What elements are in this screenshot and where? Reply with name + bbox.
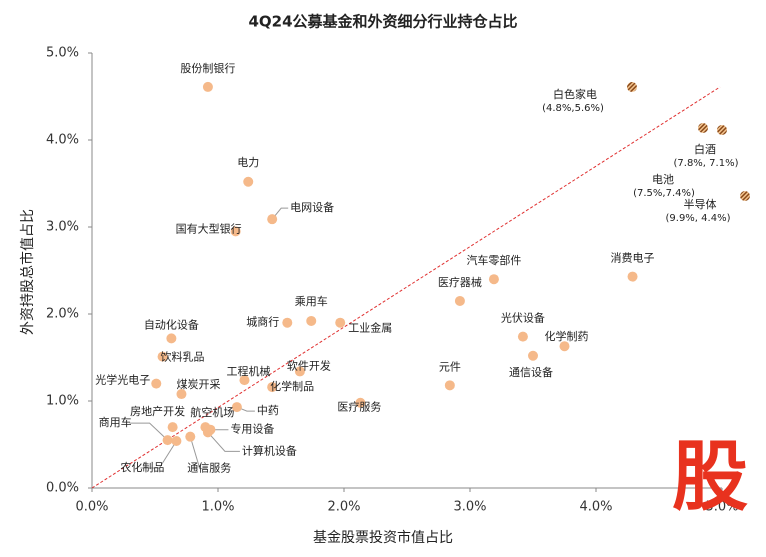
leader-line bbox=[189, 436, 208, 470]
offscale-value-label: (4.8%,5.6%) bbox=[542, 103, 604, 114]
point bbox=[517, 331, 528, 342]
x-tick-label: 2.0% bbox=[327, 500, 360, 515]
y-tick-label: 2.0% bbox=[46, 307, 79, 322]
offscale-label: 白色家电 bbox=[553, 87, 597, 101]
point bbox=[335, 317, 346, 328]
offscale-value-label: (9.9%, 4.4%) bbox=[666, 213, 731, 224]
point bbox=[267, 214, 278, 225]
point bbox=[239, 375, 250, 386]
reference-line bbox=[91, 86, 721, 489]
point bbox=[488, 274, 499, 285]
point bbox=[355, 397, 366, 408]
point bbox=[231, 402, 242, 413]
point-label: 光学光电子 bbox=[95, 373, 150, 387]
point bbox=[151, 378, 162, 389]
point-label: 房地产开发 bbox=[130, 404, 185, 418]
chart-title: 4Q24公募基金和外资细分行业持仓占比 bbox=[248, 13, 517, 31]
point-label: 中药 bbox=[257, 404, 279, 417]
offscale-label: 白酒 bbox=[694, 142, 716, 156]
point-label: 城商行 bbox=[246, 315, 279, 329]
point bbox=[202, 81, 213, 92]
y-tick-label: 4.0% bbox=[46, 133, 79, 148]
point-label: 股份制银行 bbox=[180, 61, 235, 75]
offscale-point bbox=[740, 191, 750, 201]
point-label: 通信设备 bbox=[509, 365, 553, 379]
point bbox=[559, 341, 570, 352]
x-tick-label: 1.0% bbox=[201, 500, 234, 515]
offscale-value-label: (7.8%, 7.1%) bbox=[674, 158, 739, 169]
leader-line bbox=[207, 431, 240, 452]
point bbox=[167, 422, 178, 433]
point bbox=[444, 380, 455, 391]
point-label: 通信服务 bbox=[187, 462, 231, 475]
y-axis-label: 外资持股总市值占比 bbox=[19, 209, 36, 335]
point bbox=[282, 317, 293, 328]
x-tick-label: 5.0% bbox=[705, 500, 738, 515]
point bbox=[185, 431, 196, 442]
offscale-point bbox=[717, 125, 727, 135]
y-tick-label: 5.0% bbox=[46, 46, 79, 61]
point-label: 专用设备 bbox=[230, 422, 274, 436]
point bbox=[306, 315, 317, 326]
point-label: 医疗器械 bbox=[438, 275, 482, 289]
point bbox=[176, 389, 187, 400]
point-label: 饮料乳品 bbox=[161, 350, 205, 364]
point bbox=[528, 350, 538, 361]
point bbox=[171, 436, 182, 447]
point-label: 农化制品 bbox=[120, 460, 164, 474]
point bbox=[243, 176, 254, 187]
point bbox=[230, 226, 241, 237]
point bbox=[454, 295, 465, 306]
point-label: 汽车零部件 bbox=[466, 253, 521, 267]
point-label: 商用车 bbox=[99, 415, 132, 429]
leader-line bbox=[129, 422, 168, 441]
point-label: 光伏设备 bbox=[501, 311, 545, 325]
offscale-label: 电池 bbox=[652, 173, 674, 186]
x-axis-label: 基金股票投资市值占比 bbox=[313, 529, 453, 546]
point bbox=[157, 351, 168, 362]
point bbox=[166, 333, 177, 344]
point-label: 乘用车 bbox=[295, 294, 328, 308]
watermark: 股 bbox=[672, 432, 748, 521]
point bbox=[202, 427, 213, 438]
y-tick-label: 0.0% bbox=[46, 481, 79, 496]
offscale-value-label: (7.5%,7.4%) bbox=[633, 188, 695, 199]
point bbox=[162, 435, 173, 446]
offscale-point bbox=[698, 123, 708, 133]
point-label: 元件 bbox=[439, 360, 461, 373]
point-label: 煤炭开采 bbox=[176, 378, 220, 391]
point-label: 工程机械 bbox=[226, 364, 270, 378]
y-tick-label: 3.0% bbox=[46, 220, 79, 235]
y-tick-label: 1.0% bbox=[46, 394, 79, 409]
offscale-label: 半导体 bbox=[684, 197, 717, 211]
point-label: 化学制品 bbox=[270, 379, 314, 393]
point-label: 医疗服务 bbox=[337, 400, 381, 414]
x-tick-label: 0.0% bbox=[75, 500, 108, 515]
x-tick-label: 3.0% bbox=[453, 500, 486, 515]
point-label: 软件开发 bbox=[287, 358, 331, 372]
point-label: 电网设备 bbox=[290, 200, 334, 214]
point-label: 化学制药 bbox=[545, 329, 589, 343]
point-label: 计算机设备 bbox=[242, 443, 297, 457]
point-label: 消费电子 bbox=[611, 251, 655, 265]
x-tick-label: 4.0% bbox=[579, 500, 612, 515]
leader-line bbox=[140, 440, 177, 469]
point bbox=[294, 366, 305, 377]
point bbox=[627, 271, 638, 282]
offscale-point bbox=[627, 82, 637, 92]
point-label: 电力 bbox=[237, 156, 259, 169]
point-label: 国有大型银行 bbox=[176, 221, 242, 235]
point-label: 工业金属 bbox=[348, 321, 392, 335]
point bbox=[267, 382, 278, 393]
point-label: 航空机场 bbox=[190, 405, 234, 419]
point-label: 自动化设备 bbox=[144, 317, 199, 331]
